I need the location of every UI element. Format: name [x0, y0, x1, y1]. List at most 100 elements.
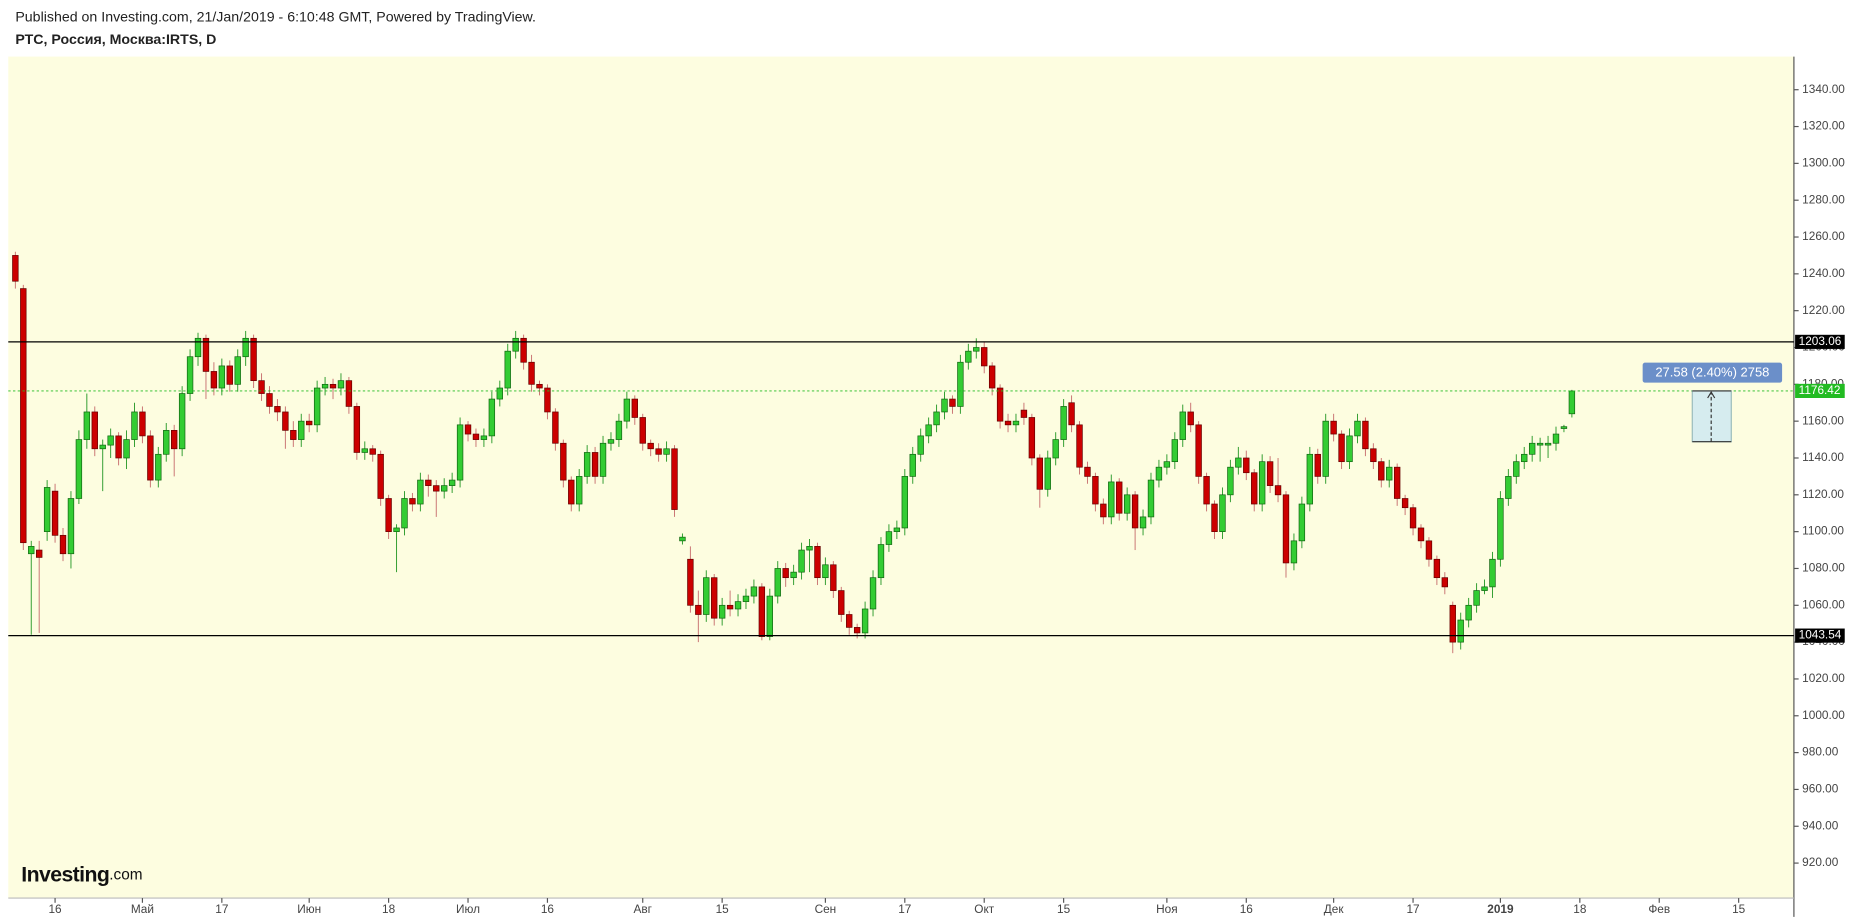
- candle-body: [1258, 461, 1266, 505]
- candle-body: [1489, 558, 1496, 588]
- candle-body: [1528, 442, 1536, 455]
- candle-body: [115, 435, 122, 459]
- x-tick-label: 18: [382, 902, 396, 916]
- y-tick-label: 1340.00: [1802, 82, 1845, 96]
- candle-body: [838, 590, 845, 615]
- candle-body: [361, 448, 368, 453]
- candle-body: [131, 411, 138, 440]
- candle-body: [718, 604, 726, 619]
- candle-body: [623, 398, 631, 422]
- x-tick-label: Июн: [297, 902, 321, 916]
- candle-body: [512, 337, 519, 352]
- candle-body: [171, 430, 178, 450]
- logo-name: Investing: [21, 862, 109, 886]
- last-price-label: 1176.42: [1799, 383, 1841, 397]
- candle-body: [480, 435, 488, 440]
- y-tick-label: 1020.00: [1802, 671, 1845, 685]
- candle-body: [1362, 420, 1369, 450]
- candle-body: [1560, 426, 1568, 429]
- candle-body: [1298, 503, 1306, 542]
- candle-body: [1044, 457, 1051, 490]
- measure-label: 27.58 (2.40%) 2758: [1655, 365, 1769, 380]
- candle-body: [1282, 494, 1290, 564]
- x-tick-label: 17: [1406, 902, 1419, 916]
- candle-body: [1179, 411, 1186, 440]
- candle-body: [591, 452, 599, 477]
- level-label-box: [1795, 334, 1845, 349]
- candle-body: [1251, 472, 1258, 505]
- last-price-box: [1795, 383, 1845, 398]
- candle-body: [742, 595, 750, 602]
- candle-body: [703, 577, 710, 615]
- candle-body: [321, 383, 329, 389]
- candle-body: [544, 387, 551, 413]
- candle-body: [1100, 503, 1107, 518]
- measure-arrowhead: [1707, 390, 1716, 399]
- published-note: Published on Investing.com, 21/Jan/2019 …: [15, 9, 536, 25]
- candle-body: [393, 527, 400, 532]
- level-label: 1203.06: [1799, 334, 1842, 348]
- candle-body: [290, 430, 297, 440]
- candle-body: [1163, 461, 1171, 468]
- candle-body: [647, 442, 654, 450]
- x-tick-label: 15: [716, 902, 730, 916]
- candle-body: [846, 614, 853, 628]
- candle-body: [726, 604, 734, 610]
- candle-body: [1020, 409, 1028, 418]
- candle-body: [1370, 448, 1377, 463]
- x-tick-label: 2019: [1487, 902, 1514, 916]
- candle-body: [139, 411, 146, 437]
- candle-body: [504, 350, 511, 389]
- candle-body: [520, 337, 527, 363]
- candle-body: [496, 387, 503, 400]
- x-tick-label: 16: [1240, 902, 1254, 916]
- candle-body: [1243, 457, 1250, 474]
- y-tick-label: 1000.00: [1802, 708, 1845, 722]
- candle-body: [329, 383, 337, 389]
- candle-body: [1274, 485, 1282, 496]
- candle-body: [695, 604, 702, 615]
- candle-body: [282, 411, 289, 431]
- candle-body: [194, 337, 202, 358]
- candle-body: [1028, 417, 1036, 459]
- candle-body: [861, 608, 869, 634]
- x-tick-label: 15: [1057, 902, 1071, 916]
- candle-body: [981, 347, 988, 367]
- candle-body: [401, 498, 408, 529]
- candle-body: [1401, 498, 1409, 509]
- candle-body: [28, 546, 35, 555]
- candle-body: [242, 337, 249, 358]
- candle-body: [988, 365, 996, 389]
- y-tick-label: 960.00: [1802, 782, 1839, 796]
- candle-body: [250, 337, 257, 382]
- candle-body: [163, 430, 170, 455]
- candle-body: [925, 424, 932, 437]
- candle-body: [20, 288, 27, 544]
- candle-body: [258, 380, 265, 394]
- candle-body: [615, 420, 623, 440]
- candle-body: [1481, 586, 1488, 591]
- candle-body: [901, 476, 908, 529]
- x-tick-label: Фев: [1648, 902, 1670, 916]
- candle-body: [417, 479, 424, 505]
- candle-body: [655, 448, 662, 455]
- chart-title: РТС, Россия, Москва:IRTS, D: [15, 32, 216, 48]
- candle-body: [1108, 481, 1115, 518]
- logo: Investing.com: [21, 862, 142, 886]
- candle-body: [1155, 466, 1163, 481]
- y-tick-label: 1260.00: [1802, 229, 1845, 243]
- candle-body: [853, 627, 861, 634]
- candle-body: [560, 442, 567, 481]
- candle-body: [1457, 619, 1464, 643]
- candle-body: [464, 424, 472, 435]
- candle-body: [965, 350, 972, 363]
- candle-body: [234, 356, 241, 385]
- candle-body: [1568, 390, 1576, 415]
- candle-body: [1378, 461, 1385, 481]
- candle-body: [1211, 503, 1218, 532]
- candle-body: [345, 380, 353, 407]
- y-tick-label: 1100.00: [1802, 524, 1844, 538]
- candle-body: [377, 453, 384, 499]
- candle-body: [1227, 466, 1234, 496]
- candle-body: [576, 476, 583, 505]
